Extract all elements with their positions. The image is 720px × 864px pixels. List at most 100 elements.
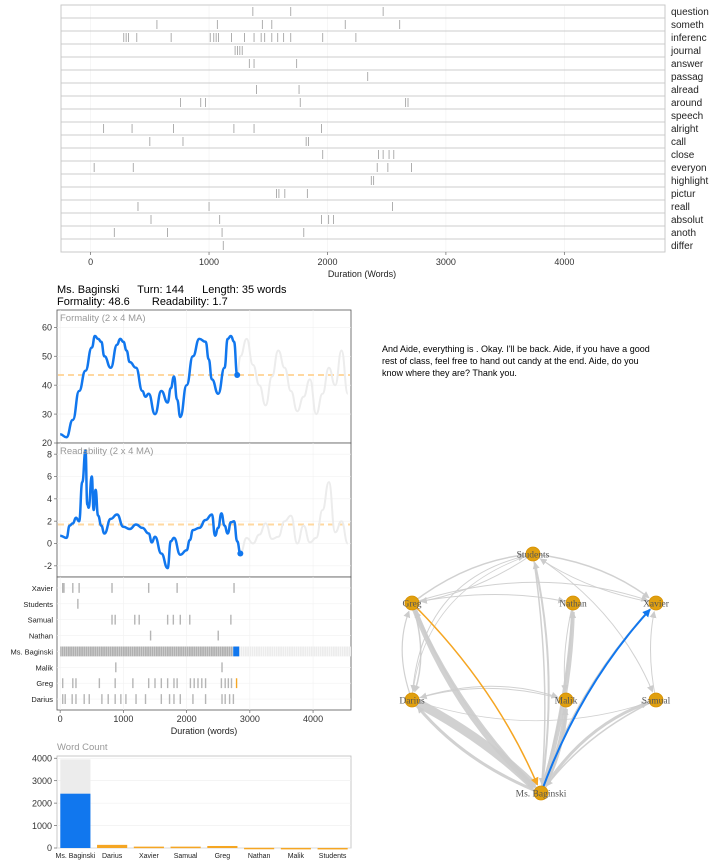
edge-xavier-to-students — [539, 558, 657, 604]
node-label-samual: Samual — [642, 697, 671, 707]
term-label-close: close — [671, 150, 695, 161]
edge-malik-to-darius — [419, 687, 567, 701]
edge-greg-to-students — [411, 552, 526, 604]
turn-readability: Readability: 1.7 — [151, 296, 228, 308]
term-dispersion-labels: question someth inferenc journal answer passa… — [670, 7, 709, 252]
edge-students-to-darius — [410, 553, 534, 693]
turn-number: Turn: 144 — [137, 284, 184, 296]
speaker-dispersion-chart: Xavier Students Samual Nathan Ms. Baginski Ma… — [10, 576, 352, 736]
speaker-dispersion-marks — [60, 583, 351, 704]
node-label-greg: Greg — [403, 600, 422, 610]
term-label-absolut: absolut — [671, 215, 703, 226]
word-count-frame — [56, 755, 352, 849]
term-label-differ: differ — [671, 241, 694, 252]
speaker-xtick-label: 3000 — [240, 714, 260, 724]
readability-yticks: -2 0 2 4 6 8 — [44, 449, 57, 571]
turn-info-line-2: Formality: 48.6 Readability: 1.7 — [57, 296, 228, 308]
node-darius[interactable] — [404, 692, 420, 708]
word-count-category-students: Students — [319, 853, 347, 860]
readability-grid — [57, 443, 351, 577]
edge-ms-baginski-to-students — [532, 561, 550, 794]
node-students[interactable] — [525, 546, 541, 562]
term-label-inferenc: inferenc — [671, 33, 707, 44]
term-label-around: around — [671, 98, 702, 109]
word-count-category-ms-baginski: Ms. Baginski — [56, 853, 96, 860]
word-count-category-xavier: Xavier — [139, 853, 160, 860]
readability-current-point — [237, 550, 244, 557]
speaker-label-malik: Malik — [35, 663, 53, 672]
speaker-label-xavier: Xavier — [32, 584, 54, 593]
word-count-bar-samual — [170, 846, 201, 849]
p2-ytick-label: 40 — [42, 380, 52, 390]
node-label-xavier: Xavier — [643, 600, 670, 610]
speaker-dense-ms-baginski — [60, 646, 233, 657]
p2-ytick-label: 20 — [42, 438, 52, 448]
term-label-anoth: anoth — [671, 228, 696, 239]
term-xtick-label: 0 — [88, 257, 93, 267]
formality-remaining-line — [236, 337, 349, 416]
speaker-label-students: Students — [23, 600, 53, 609]
speaker-label-darius: Darius — [31, 695, 53, 704]
turn-excerpt: And Aide, everything is . Okay. I'll be … — [382, 344, 650, 378]
speaker-remaining-ms-baginski — [237, 646, 351, 657]
speaker-dispersion-xticks: 0 1000 2000 3000 4000 — [58, 710, 323, 724]
term-label-answer: answer — [671, 59, 704, 70]
formality-yticks: 20 30 40 50 60 — [42, 323, 57, 448]
edge-darius-to-samual — [411, 699, 649, 722]
speaker-network: Students Greg Nathan Xavier Darius Malik Samua… — [399, 546, 671, 801]
p2-ytick-label: 50 — [42, 351, 52, 361]
formality-chart: 20 30 40 50 60 Formality (2 x 4 MA) — [42, 309, 352, 448]
term-label-speech: speech — [671, 111, 703, 122]
term-label-question: question — [671, 7, 709, 18]
term-label-someth: someth — [671, 20, 704, 31]
word-count-bar-xavier — [133, 846, 164, 849]
node-nathan[interactable] — [565, 595, 581, 611]
edge-ms-baginski-to-darius — [416, 705, 542, 795]
edge-greg-to-ms-baginski-highlight — [411, 602, 539, 786]
readability-chart: -2 0 2 4 6 8 Readability (2 x 4 MA) — [44, 442, 352, 578]
node-ms-baginski[interactable] — [533, 785, 549, 801]
edge-students-to-greg — [419, 553, 534, 604]
term-dispersion-grid — [60, 4, 666, 253]
speaker-xtick-label: 2000 — [177, 714, 197, 724]
node-samual[interactable] — [648, 692, 664, 708]
edge-darius-to-students — [411, 554, 526, 701]
p3-ytick-label: 6 — [47, 472, 52, 482]
speaker-label-nathan: Nathan — [29, 632, 53, 641]
term-dispersion-frame — [60, 4, 666, 253]
word-count-ytick-label: 3000 — [32, 776, 52, 786]
readability-remaining-line — [239, 481, 349, 555]
term-dispersion-xlabel: Duration (Words) — [328, 269, 396, 279]
word-count-ytick-label: 2000 — [32, 798, 52, 808]
word-count-ytick-label: 1000 — [32, 821, 52, 831]
formality-frame — [56, 309, 352, 444]
network-edges — [401, 552, 657, 795]
speaker-dispersion-labels: Xavier Students Samual Nathan Ms. Baginski Ma… — [10, 584, 53, 704]
speaker-label-greg: Greg — [36, 679, 53, 688]
node-xavier[interactable] — [648, 595, 664, 611]
formality-grid — [57, 310, 351, 444]
edge-students-to-ms-baginski — [532, 553, 546, 785]
node-greg[interactable] — [404, 595, 420, 611]
p2-ytick-label: 30 — [42, 409, 52, 419]
node-label-darius: Darius — [399, 697, 425, 707]
node-malik[interactable] — [558, 692, 574, 708]
edge-xavier-to-ms-baginski — [542, 602, 657, 786]
term-label-reall: reall — [671, 202, 690, 213]
term-xtick-label: 2000 — [317, 257, 337, 267]
turn-speaker: Ms. Baginski — [57, 284, 120, 296]
edge-ms-baginski-to-greg — [414, 610, 542, 794]
word-count-category-samual: Samual — [174, 853, 198, 860]
edge-greg-to-nathan — [411, 594, 566, 604]
node-label-malik: Malik — [555, 697, 578, 707]
p3-ytick-label: 0 — [47, 539, 52, 549]
network-nodes: Students Greg Nathan Xavier Darius Malik Samua… — [399, 546, 671, 801]
word-count-category-greg: Greg — [215, 853, 231, 860]
p3-ytick-label: 8 — [47, 449, 52, 459]
term-xtick-label: 1000 — [199, 257, 219, 267]
readability-observed-line — [60, 449, 242, 570]
term-label-call: call — [671, 137, 686, 148]
edge-nathan-to-malik — [561, 602, 574, 692]
speaker-label-ms-baginski: Ms. Baginski — [10, 647, 53, 656]
edge-darius-to-malik — [411, 685, 559, 701]
